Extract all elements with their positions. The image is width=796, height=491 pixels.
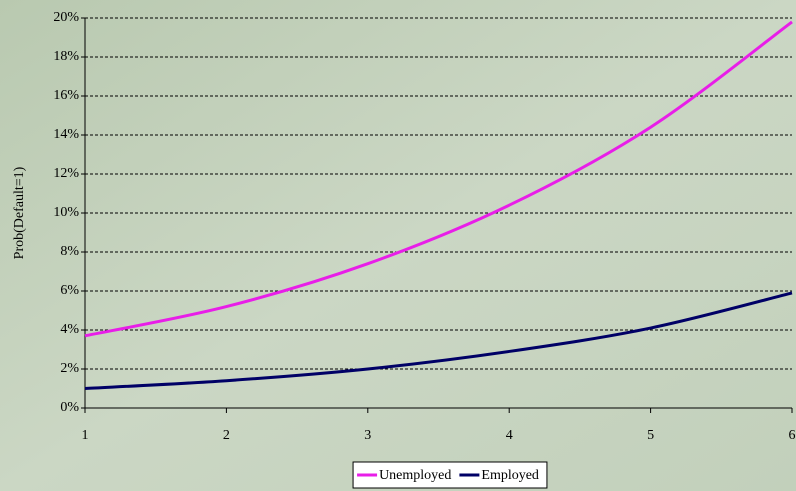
y-tick-label: 16%: [53, 88, 79, 103]
x-tick-label: 5: [647, 428, 654, 443]
y-tick-label: 2%: [60, 361, 79, 376]
y-tick-label: 14%: [53, 127, 79, 142]
y-axis-label: Prob(Default=1): [12, 166, 27, 259]
x-tick-label: 1: [82, 428, 89, 443]
legend-label: Unemployed: [379, 468, 451, 483]
legend: Unemployed Employed: [352, 461, 548, 489]
x-tick-label: 4: [506, 428, 513, 443]
y-tick-label: 0%: [60, 400, 79, 415]
y-tick-label: 20%: [53, 10, 79, 25]
y-tick-label: 12%: [53, 166, 79, 181]
x-tick-label: 2: [223, 428, 230, 443]
series-line: [84, 291, 793, 390]
legend-label: Employed: [481, 468, 539, 483]
series-line: [84, 20, 793, 338]
x-tick-label: 3: [364, 428, 371, 443]
y-tick-label: 10%: [53, 205, 79, 220]
legend-box: [352, 461, 548, 489]
y-tick-label: 18%: [53, 49, 79, 64]
y-tick-label: 6%: [60, 283, 79, 298]
x-tick-label: 6: [789, 428, 796, 443]
y-tick-label: 8%: [60, 244, 79, 259]
y-tick-label: 4%: [60, 322, 79, 337]
